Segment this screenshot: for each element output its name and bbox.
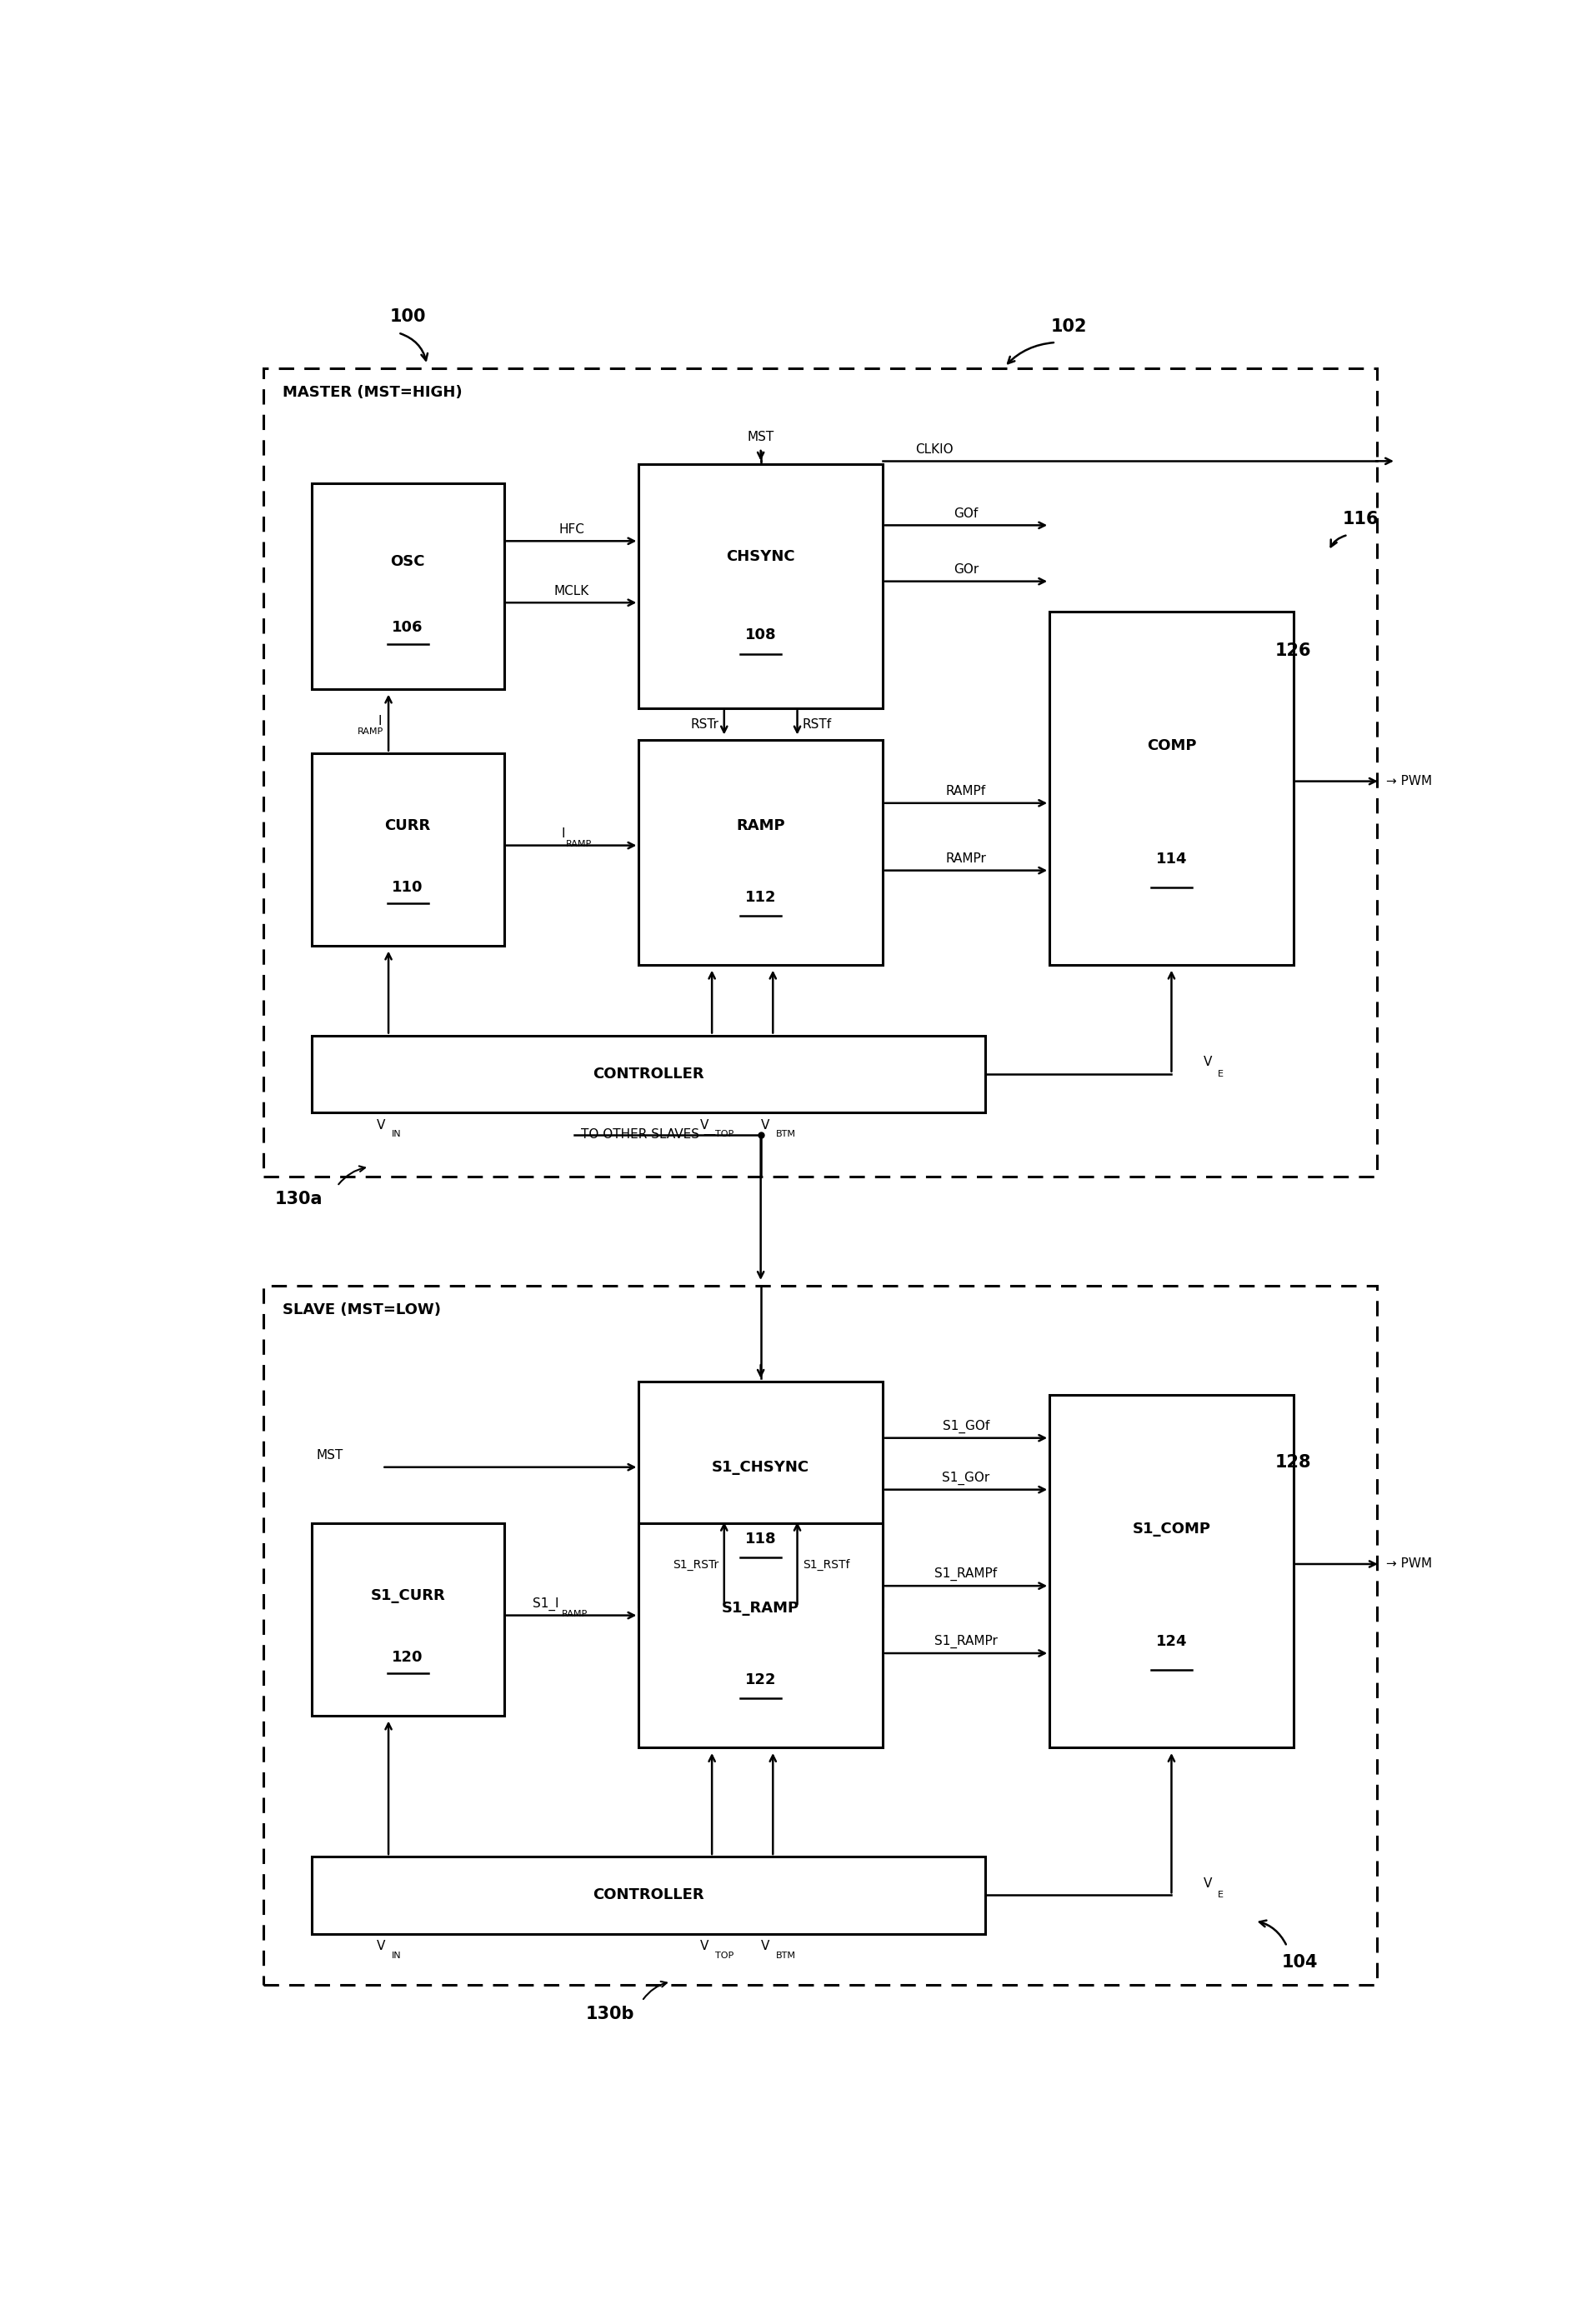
Text: IN: IN bbox=[392, 1952, 402, 1959]
Text: 108: 108 bbox=[744, 627, 776, 641]
FancyArrowPatch shape bbox=[1008, 342, 1054, 363]
Text: I: I bbox=[562, 827, 565, 841]
Text: RAMPr: RAMPr bbox=[946, 853, 987, 865]
Text: V: V bbox=[376, 1118, 386, 1132]
Bar bbox=[638, 1383, 882, 1606]
Text: RAMP: RAMP bbox=[736, 818, 786, 832]
Text: 128: 128 bbox=[1276, 1455, 1311, 1471]
Text: CHSYNC: CHSYNC bbox=[727, 548, 795, 565]
Text: V: V bbox=[700, 1941, 709, 1952]
Text: 110: 110 bbox=[392, 881, 424, 895]
Text: S1_RAMPf: S1_RAMPf bbox=[935, 1569, 997, 1580]
Text: S1_CHSYNC: S1_CHSYNC bbox=[713, 1459, 809, 1476]
Text: CURR: CURR bbox=[384, 818, 430, 834]
Text: 126: 126 bbox=[1276, 641, 1311, 658]
Text: TO OTHER SLAVES —: TO OTHER SLAVES — bbox=[581, 1129, 716, 1141]
Text: RSTf: RSTf bbox=[803, 718, 832, 730]
Bar bbox=[263, 1285, 1378, 1985]
Text: 114: 114 bbox=[1155, 851, 1187, 867]
Text: E: E bbox=[1217, 1892, 1224, 1899]
FancyArrowPatch shape bbox=[400, 335, 427, 360]
Text: S1_RAMP: S1_RAMP bbox=[722, 1601, 800, 1615]
Bar bbox=[311, 753, 505, 946]
Text: 130b: 130b bbox=[586, 2006, 635, 2022]
Text: TOP: TOP bbox=[716, 1129, 733, 1139]
Text: RAMP: RAMP bbox=[562, 1611, 587, 1618]
Text: IN: IN bbox=[392, 1129, 402, 1139]
Text: CONTROLLER: CONTROLLER bbox=[592, 1887, 705, 1903]
Text: 130a: 130a bbox=[275, 1190, 322, 1206]
Text: CONTROLLER: CONTROLLER bbox=[592, 1067, 705, 1081]
Text: 106: 106 bbox=[392, 621, 424, 634]
Bar bbox=[311, 1857, 986, 1934]
Text: S1_RSTr: S1_RSTr bbox=[673, 1559, 719, 1571]
FancyArrowPatch shape bbox=[1331, 535, 1346, 546]
FancyArrowPatch shape bbox=[1266, 1478, 1282, 1490]
Text: 116: 116 bbox=[1343, 511, 1379, 528]
Bar bbox=[1049, 611, 1293, 964]
Text: S1_COMP: S1_COMP bbox=[1132, 1522, 1211, 1536]
Text: → PWM: → PWM bbox=[1387, 774, 1433, 788]
Text: S1_RAMPr: S1_RAMPr bbox=[935, 1634, 998, 1648]
Bar bbox=[311, 1522, 505, 1715]
Bar bbox=[638, 1522, 882, 1748]
Text: V: V bbox=[762, 1941, 770, 1952]
Text: 100: 100 bbox=[389, 309, 425, 325]
Text: S1_I: S1_I bbox=[532, 1597, 559, 1611]
Text: MCLK: MCLK bbox=[554, 586, 589, 597]
Text: V: V bbox=[1203, 1055, 1212, 1069]
Text: RAMPf: RAMPf bbox=[946, 786, 986, 797]
Text: 112: 112 bbox=[744, 890, 776, 904]
FancyArrowPatch shape bbox=[1266, 667, 1282, 679]
Text: CLKIO: CLKIO bbox=[916, 444, 954, 456]
Text: S1_GOf: S1_GOf bbox=[943, 1420, 990, 1434]
Text: BTM: BTM bbox=[776, 1952, 797, 1959]
Text: 102: 102 bbox=[1051, 318, 1087, 335]
Text: S1_GOr: S1_GOr bbox=[943, 1471, 990, 1485]
Text: S1_RSTf: S1_RSTf bbox=[803, 1559, 849, 1571]
Bar bbox=[311, 1037, 986, 1113]
Text: SLAVE (MST=LOW): SLAVE (MST=LOW) bbox=[282, 1301, 441, 1318]
Text: V: V bbox=[1203, 1878, 1212, 1889]
Text: RAMP: RAMP bbox=[567, 839, 592, 848]
Text: 124: 124 bbox=[1155, 1634, 1187, 1650]
Text: MST: MST bbox=[747, 432, 774, 444]
Text: HFC: HFC bbox=[559, 523, 584, 537]
FancyArrowPatch shape bbox=[1260, 1920, 1285, 1945]
Text: 120: 120 bbox=[392, 1650, 424, 1666]
Bar bbox=[311, 483, 505, 688]
Text: COMP: COMP bbox=[1147, 739, 1197, 753]
Text: GOr: GOr bbox=[954, 562, 979, 576]
Bar bbox=[638, 741, 882, 964]
Text: MST: MST bbox=[317, 1450, 343, 1462]
FancyArrowPatch shape bbox=[338, 1167, 365, 1185]
Text: TOP: TOP bbox=[716, 1952, 733, 1959]
Text: S1_CURR: S1_CURR bbox=[370, 1590, 444, 1604]
Text: GOf: GOf bbox=[954, 507, 978, 521]
Text: I: I bbox=[378, 716, 382, 727]
Text: E: E bbox=[1217, 1069, 1224, 1078]
Bar bbox=[263, 367, 1378, 1176]
Text: → PWM: → PWM bbox=[1387, 1557, 1433, 1571]
Text: V: V bbox=[376, 1941, 386, 1952]
Bar bbox=[638, 465, 882, 709]
Text: 118: 118 bbox=[744, 1532, 776, 1545]
Text: MASTER (MST=HIGH): MASTER (MST=HIGH) bbox=[282, 386, 462, 400]
Text: 104: 104 bbox=[1282, 1954, 1317, 1971]
Text: OSC: OSC bbox=[390, 553, 425, 569]
Text: 122: 122 bbox=[744, 1673, 776, 1687]
Text: V: V bbox=[700, 1118, 709, 1132]
FancyArrowPatch shape bbox=[643, 1982, 667, 1999]
Text: RSTr: RSTr bbox=[690, 718, 719, 730]
Text: RAMP: RAMP bbox=[357, 727, 384, 737]
Bar bbox=[1049, 1394, 1293, 1748]
Text: V: V bbox=[762, 1118, 770, 1132]
Text: BTM: BTM bbox=[776, 1129, 797, 1139]
